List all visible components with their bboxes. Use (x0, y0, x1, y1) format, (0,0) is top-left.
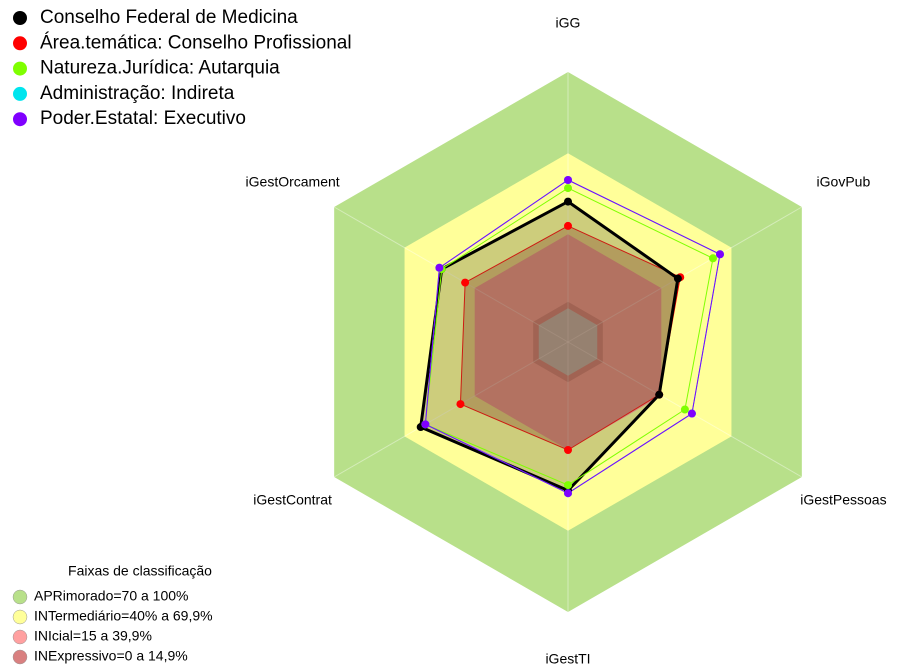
axis-label: iGG (556, 15, 581, 31)
band-legend-label: INTermediário=40% a 69,9% (34, 608, 213, 624)
series-point (673, 274, 682, 283)
legend-marker (13, 36, 27, 51)
band-legend-label: APRimorado=70 a 100% (34, 588, 189, 604)
series-point (564, 197, 572, 206)
axis-label: iGestTI (545, 651, 590, 667)
band-legend-title: Faixas de classificação (68, 563, 212, 579)
spoke (333, 206, 569, 343)
axis-label: iGovPub (817, 174, 871, 190)
spoke (333, 341, 569, 478)
band-legend-marker (12, 629, 28, 645)
series-point (564, 489, 572, 498)
axis-label: iGestContrat (253, 492, 332, 508)
axis-label: iGestPessoas (800, 492, 886, 508)
series-point (564, 176, 572, 184)
series-point (421, 420, 430, 429)
series-point (435, 263, 444, 272)
series-point (564, 481, 572, 490)
band-legend-marker (12, 609, 28, 625)
series-point (687, 409, 696, 418)
band-legend-marker (12, 649, 28, 665)
axis-label: iGestOrcament (246, 174, 340, 190)
series-point (564, 184, 572, 193)
series-point (564, 446, 572, 454)
center (538, 308, 598, 376)
legend-label: Administração: Indireta (40, 83, 235, 104)
legend-label: Área.temática: Conselho Profissional (40, 32, 352, 53)
band-legend-label: INExpressivo=0 a 14,9% (34, 648, 188, 664)
legend-marker (13, 11, 27, 25)
legend-label: Conselho Federal de Medicina (40, 7, 298, 28)
series-point (461, 278, 470, 287)
band-legend-label: INIcial=15 a 39,9% (34, 628, 152, 644)
series-point (680, 405, 689, 414)
series-point (456, 400, 465, 409)
spoke (567, 206, 803, 343)
series-point (564, 221, 572, 230)
series-point (708, 254, 717, 263)
series-point (715, 250, 724, 259)
series-point (655, 390, 664, 399)
band-legend-marker (12, 589, 28, 605)
legend-marker (13, 86, 27, 101)
legend-label: Poder.Estatal: Executivo (40, 108, 246, 129)
legend-marker (13, 112, 27, 127)
legend-label: Natureza.Jurídica: Autarquia (40, 58, 280, 79)
legend-marker (13, 61, 27, 76)
